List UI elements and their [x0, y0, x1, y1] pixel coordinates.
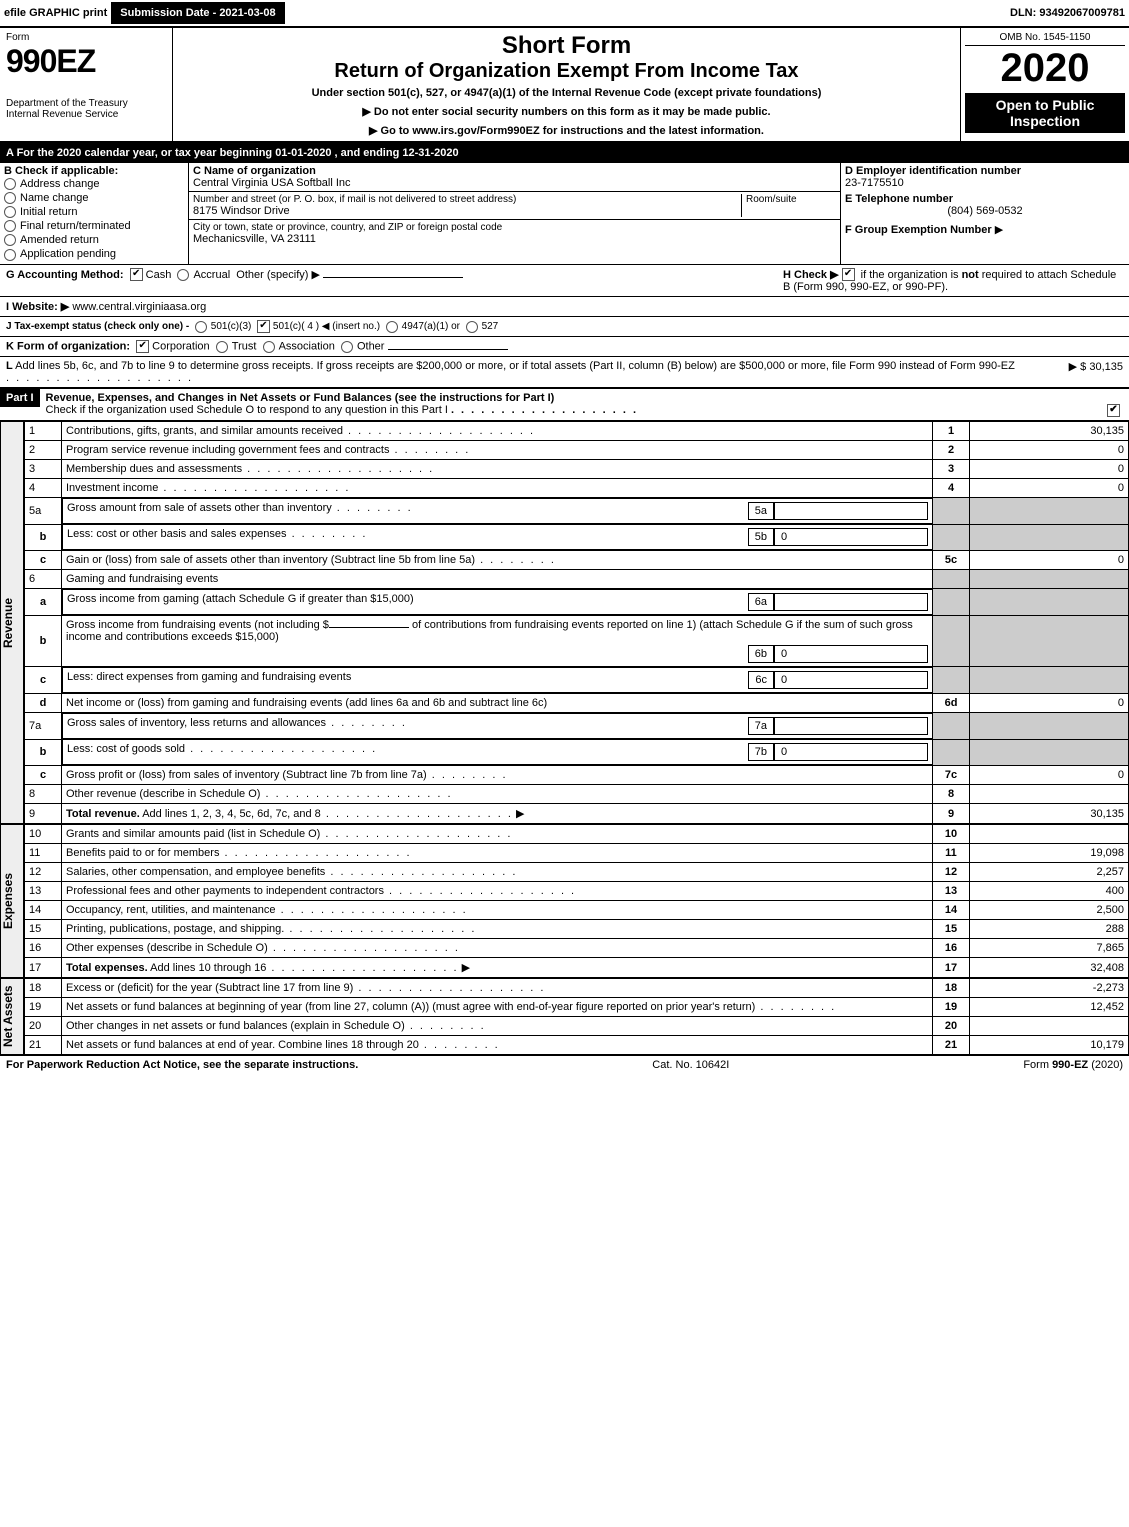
radio-initial-return[interactable]: [4, 206, 16, 218]
radio-other-org[interactable]: [341, 341, 353, 353]
org-name: Central Virginia USA Softball Inc: [193, 177, 836, 189]
radio-501c3[interactable]: [195, 321, 207, 333]
line-a: A For the 2020 calendar year, or tax yea…: [0, 143, 1129, 163]
efile-label: efile GRAPHIC print: [4, 7, 107, 19]
short-form-title: Short Form: [177, 32, 956, 60]
part1-label: Part I: [0, 389, 40, 407]
radio-pending[interactable]: [4, 249, 16, 261]
page-footer: For Paperwork Reduction Act Notice, see …: [0, 1055, 1129, 1074]
checkbox-cash[interactable]: [130, 268, 143, 281]
d-ein-label: D Employer identification number: [845, 165, 1125, 177]
radio-527[interactable]: [466, 321, 478, 333]
c-name-label: C Name of organization: [193, 165, 836, 177]
part1-check-text: Check if the organization used Schedule …: [46, 404, 448, 416]
return-title: Return of Organization Exempt From Incom…: [177, 60, 956, 83]
omb-number: OMB No. 1545-1150: [965, 32, 1125, 46]
org-address: 8175 Windsor Drive: [193, 205, 741, 217]
open-to-public: Open to Public Inspection: [965, 93, 1125, 133]
l-value: ▶ $ 30,135: [1023, 360, 1123, 384]
org-info-grid: B Check if applicable: Address change Na…: [0, 163, 1129, 265]
irs-label: Internal Revenue Service: [6, 109, 166, 120]
website-link[interactable]: www.central.virginiaasa.org: [72, 301, 206, 313]
goto-link[interactable]: Go to www.irs.gov/Form990EZ for instruct…: [381, 125, 764, 137]
form-number: 990EZ: [6, 43, 166, 80]
row-i: I Website: ▶ www.central.virginiaasa.org: [0, 297, 1129, 317]
net-assets-section: Net Assets 18Excess or (deficit) for the…: [0, 978, 1129, 1055]
footer-mid: Cat. No. 10642I: [652, 1059, 729, 1071]
ein-value: 23-7175510: [845, 177, 1125, 189]
b-label: B Check if applicable:: [4, 165, 184, 177]
checkbox-corporation[interactable]: [136, 340, 149, 353]
revenue-section: Revenue 1Contributions, gifts, grants, a…: [0, 421, 1129, 824]
dln-label: DLN: 93492067009781: [1010, 7, 1125, 19]
row-j: J Tax-exempt status (check only one) - 5…: [0, 317, 1129, 337]
radio-final-return[interactable]: [4, 220, 16, 232]
i-label: I Website: ▶: [6, 301, 69, 313]
checkbox-501c[interactable]: [257, 320, 270, 333]
radio-association[interactable]: [263, 341, 275, 353]
checkbox-h[interactable]: [842, 268, 855, 281]
side-label-expenses: Expenses: [0, 824, 24, 978]
g-label: G Accounting Method:: [6, 269, 124, 281]
radio-accrual[interactable]: [177, 269, 189, 281]
org-city: Mechanicsville, VA 23111: [193, 233, 836, 245]
j-label: J Tax-exempt status (check only one) -: [6, 321, 189, 332]
subtitle: Under section 501(c), 527, or 4947(a)(1)…: [177, 87, 956, 99]
form-header: Form 990EZ Department of the Treasury In…: [0, 28, 1129, 143]
part1-title: Revenue, Expenses, and Changes in Net As…: [46, 392, 555, 404]
row-g-h: G Accounting Method: Cash Accrual Other …: [0, 265, 1129, 298]
side-label-net-assets: Net Assets: [0, 978, 24, 1055]
tax-year: 2020: [965, 46, 1125, 91]
h-label: H Check ▶: [783, 269, 839, 281]
addr-label: Number and street (or P. O. box, if mail…: [193, 194, 741, 205]
footer-left: For Paperwork Reduction Act Notice, see …: [6, 1059, 358, 1071]
radio-amended[interactable]: [4, 234, 16, 246]
radio-trust[interactable]: [216, 341, 228, 353]
row-l: L Add lines 5b, 6c, and 7b to line 9 to …: [0, 357, 1129, 388]
k-label: K Form of organization:: [6, 341, 130, 353]
checkbox-schedule-o[interactable]: [1107, 404, 1120, 417]
l-text: L Add lines 5b, 6c, and 7b to line 9 to …: [6, 360, 1023, 384]
radio-4947[interactable]: [386, 321, 398, 333]
phone-value: (804) 569-0532: [845, 205, 1125, 217]
submission-date-btn[interactable]: Submission Date - 2021-03-08: [111, 2, 284, 24]
radio-name-change[interactable]: [4, 192, 16, 204]
f-group-label: F Group Exemption Number: [845, 224, 992, 236]
top-bar: efile GRAPHIC print Submission Date - 20…: [0, 0, 1129, 28]
row-k: K Form of organization: Corporation Trus…: [0, 337, 1129, 357]
part1-header: Part I Revenue, Expenses, and Changes in…: [0, 388, 1129, 421]
dept-label: Department of the Treasury: [6, 98, 166, 109]
side-label-revenue: Revenue: [0, 421, 24, 824]
f-arrow: ▶: [995, 224, 1003, 236]
form-label: Form: [6, 32, 166, 43]
e-phone-label: E Telephone number: [845, 193, 1125, 205]
ssn-warning: Do not enter social security numbers on …: [374, 106, 771, 118]
room-suite-label: Room/suite: [741, 194, 836, 217]
footer-right: Form 990-EZ (2020): [1023, 1059, 1123, 1071]
expenses-section: Expenses 10Grants and similar amounts pa…: [0, 824, 1129, 978]
radio-address-change[interactable]: [4, 178, 16, 190]
city-label: City or town, state or province, country…: [193, 222, 836, 233]
